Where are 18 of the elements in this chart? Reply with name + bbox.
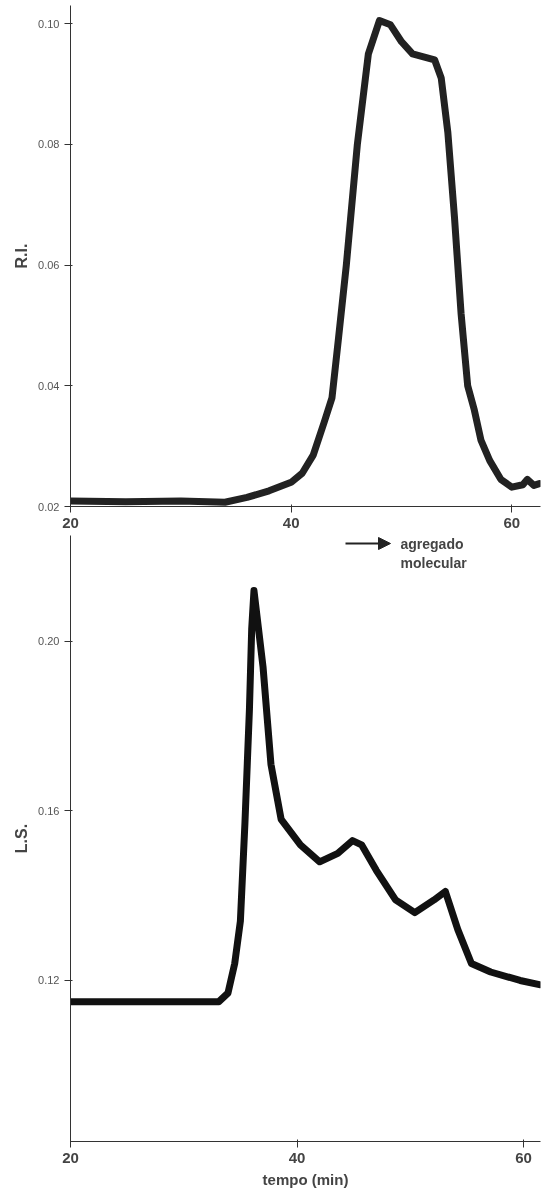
x-tick-label: 40 <box>282 513 300 531</box>
x-axis-title: tempo (min) <box>262 1170 349 1188</box>
y-tick-label: 0.16 <box>38 804 60 817</box>
x-tick-label: 20 <box>62 513 79 531</box>
y-tick-label: 0.12 <box>38 974 60 987</box>
annotation: agregado molecular <box>400 535 468 571</box>
y-tick-label: 0.20 <box>38 635 60 648</box>
y-tick-label: 0.10 <box>38 17 60 30</box>
y-axis-title: L.S. <box>13 823 31 854</box>
y-tick-label: 0.04 <box>38 379 60 392</box>
y-axis-title: R.I. <box>13 243 31 269</box>
y-tick-label: 0.06 <box>38 259 60 272</box>
x-tick-label: 60 <box>515 1148 532 1166</box>
x-tick-label: 60 <box>503 513 521 531</box>
x-tick-label: 20 <box>62 1148 79 1166</box>
y-tick-label: 0.02 <box>38 500 60 513</box>
x-tick-label: 40 <box>288 1148 306 1166</box>
y-tick-label: 0.08 <box>38 138 60 151</box>
